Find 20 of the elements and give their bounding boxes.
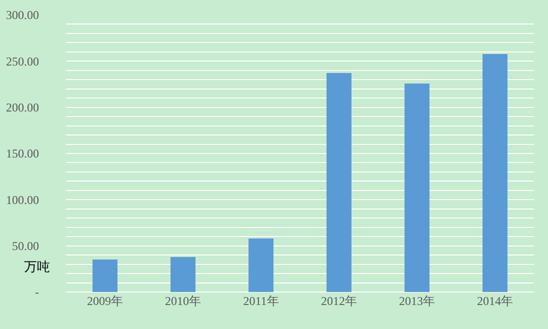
- bar: [170, 256, 196, 292]
- x-tick-label: 2011年: [243, 294, 279, 308]
- x-tick-label: 2012年: [321, 294, 357, 308]
- bar: [248, 238, 274, 292]
- y-tick-label: 100.00: [6, 192, 39, 207]
- y-axis-title: 万吨: [24, 260, 50, 275]
- x-tick-label: 2013年: [399, 294, 435, 308]
- bar: [404, 83, 430, 292]
- x-tick-label: 2010年: [165, 294, 201, 308]
- bar: [92, 260, 118, 292]
- bar: [482, 54, 508, 292]
- y-tick-label: -: [35, 285, 39, 300]
- y-tick-label: 150.00: [6, 146, 39, 161]
- y-tick-label: 250.00: [6, 54, 39, 68]
- y-tick-label: 300.00: [6, 8, 39, 22]
- bar: [326, 73, 352, 292]
- x-tick-label: 2014年: [477, 294, 513, 308]
- y-tick-label: 200.00: [6, 100, 39, 115]
- x-tick-label: 2009年: [87, 294, 123, 308]
- y-tick-label: 50.00: [12, 239, 39, 254]
